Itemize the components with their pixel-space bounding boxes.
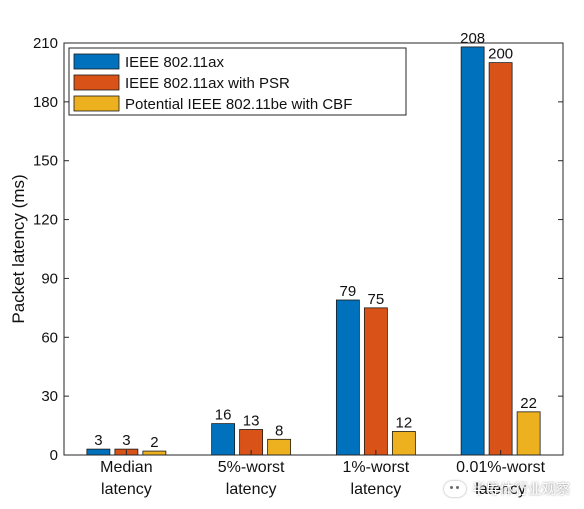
legend: IEEE 802.11ax IEEE 802.11ax with PSR Poten… [68, 47, 407, 116]
y-tick-label: 60 [41, 329, 58, 346]
bar [142, 450, 167, 456]
legend-box [68, 47, 407, 116]
x-tick-label: 0.01%-worst [456, 459, 545, 476]
data-label: 13 [243, 412, 260, 429]
bar [391, 431, 416, 456]
x-tick-label: latency [475, 481, 526, 498]
bar [211, 423, 236, 456]
x-tick-label: 5%-worst [218, 459, 285, 476]
axes-layer: Median latency 5%-worst latency 1%-worst late… [9, 35, 564, 498]
data-label: 79 [340, 283, 357, 300]
data-label: 3 [94, 432, 102, 449]
y-tick-label: 210 [33, 35, 58, 52]
x-tick-label: latency [101, 481, 152, 498]
x-tick-label: latency [351, 481, 402, 498]
data-label: 3 [122, 432, 130, 449]
y-tick-label: 30 [41, 388, 58, 405]
bar [488, 62, 513, 456]
legend-label: IEEE 802.11ax [125, 54, 224, 71]
x-tick-label: latency [226, 481, 277, 498]
bars-layer [86, 46, 541, 456]
y-tick-label: 180 [33, 94, 58, 111]
data-label: 22 [520, 395, 537, 412]
data-label: 75 [368, 291, 385, 308]
data-label: 2 [150, 434, 158, 451]
data-label: 200 [488, 46, 513, 63]
bar [460, 46, 485, 456]
bar [335, 299, 360, 456]
legend-swatch [73, 95, 120, 112]
legend-swatch [73, 74, 120, 91]
x-tick-label: 1%-worst [343, 459, 410, 476]
watermark: 半导体行业观察 [444, 479, 570, 499]
y-axis-label: Packet latency (ms) [9, 174, 28, 323]
y-tick-label: 120 [33, 212, 58, 229]
plot-frame [63, 42, 564, 456]
data-label: 8 [275, 422, 283, 439]
y-tick-label: 0 [50, 447, 58, 464]
legend-label: Potential IEEE 802.11be with CBF [125, 96, 352, 113]
data-label: 12 [396, 414, 413, 431]
data-label: 16 [215, 407, 232, 424]
bar [86, 448, 111, 456]
data-label: 208 [460, 30, 485, 47]
wechat-icon [444, 481, 466, 497]
y-tick-label: 90 [41, 270, 58, 287]
legend-swatch [73, 53, 120, 70]
legend-label: IEEE 802.11ax with PSR [125, 75, 290, 92]
bar [363, 307, 388, 456]
y-tick-label: 150 [33, 153, 58, 170]
bar [516, 411, 541, 456]
watermark-text: 半导体行业观察 [472, 482, 570, 498]
x-tick-label: Median [100, 459, 152, 476]
bar [267, 438, 292, 456]
